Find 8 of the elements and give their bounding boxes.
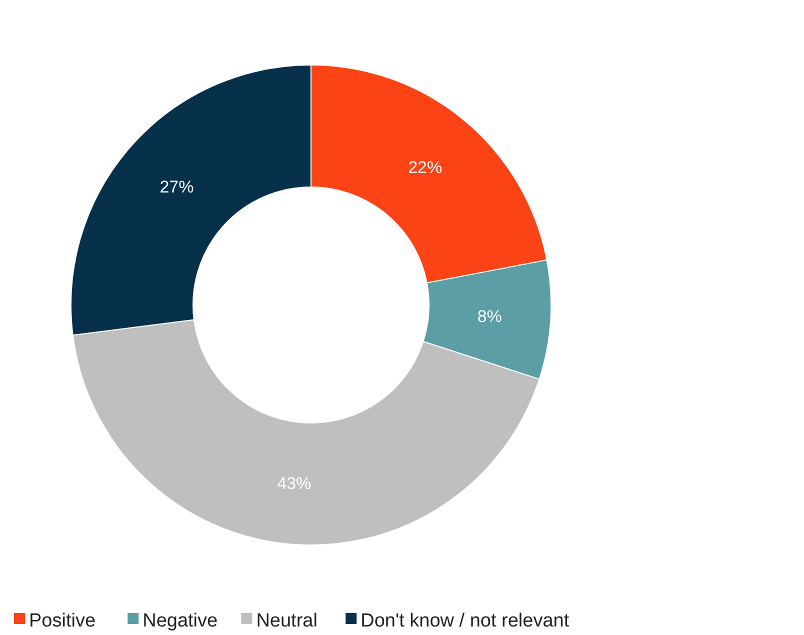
legend-label: Positive [29,610,96,632]
data-label: 27% [160,178,194,197]
data-label: 8% [477,307,502,326]
data-label: 22% [408,158,442,178]
legend-label: Don't know / not relevant [360,610,570,632]
legend-label: Negative [142,610,218,632]
data-label: 43% [277,474,312,494]
legend-label: Neutral [256,610,318,632]
